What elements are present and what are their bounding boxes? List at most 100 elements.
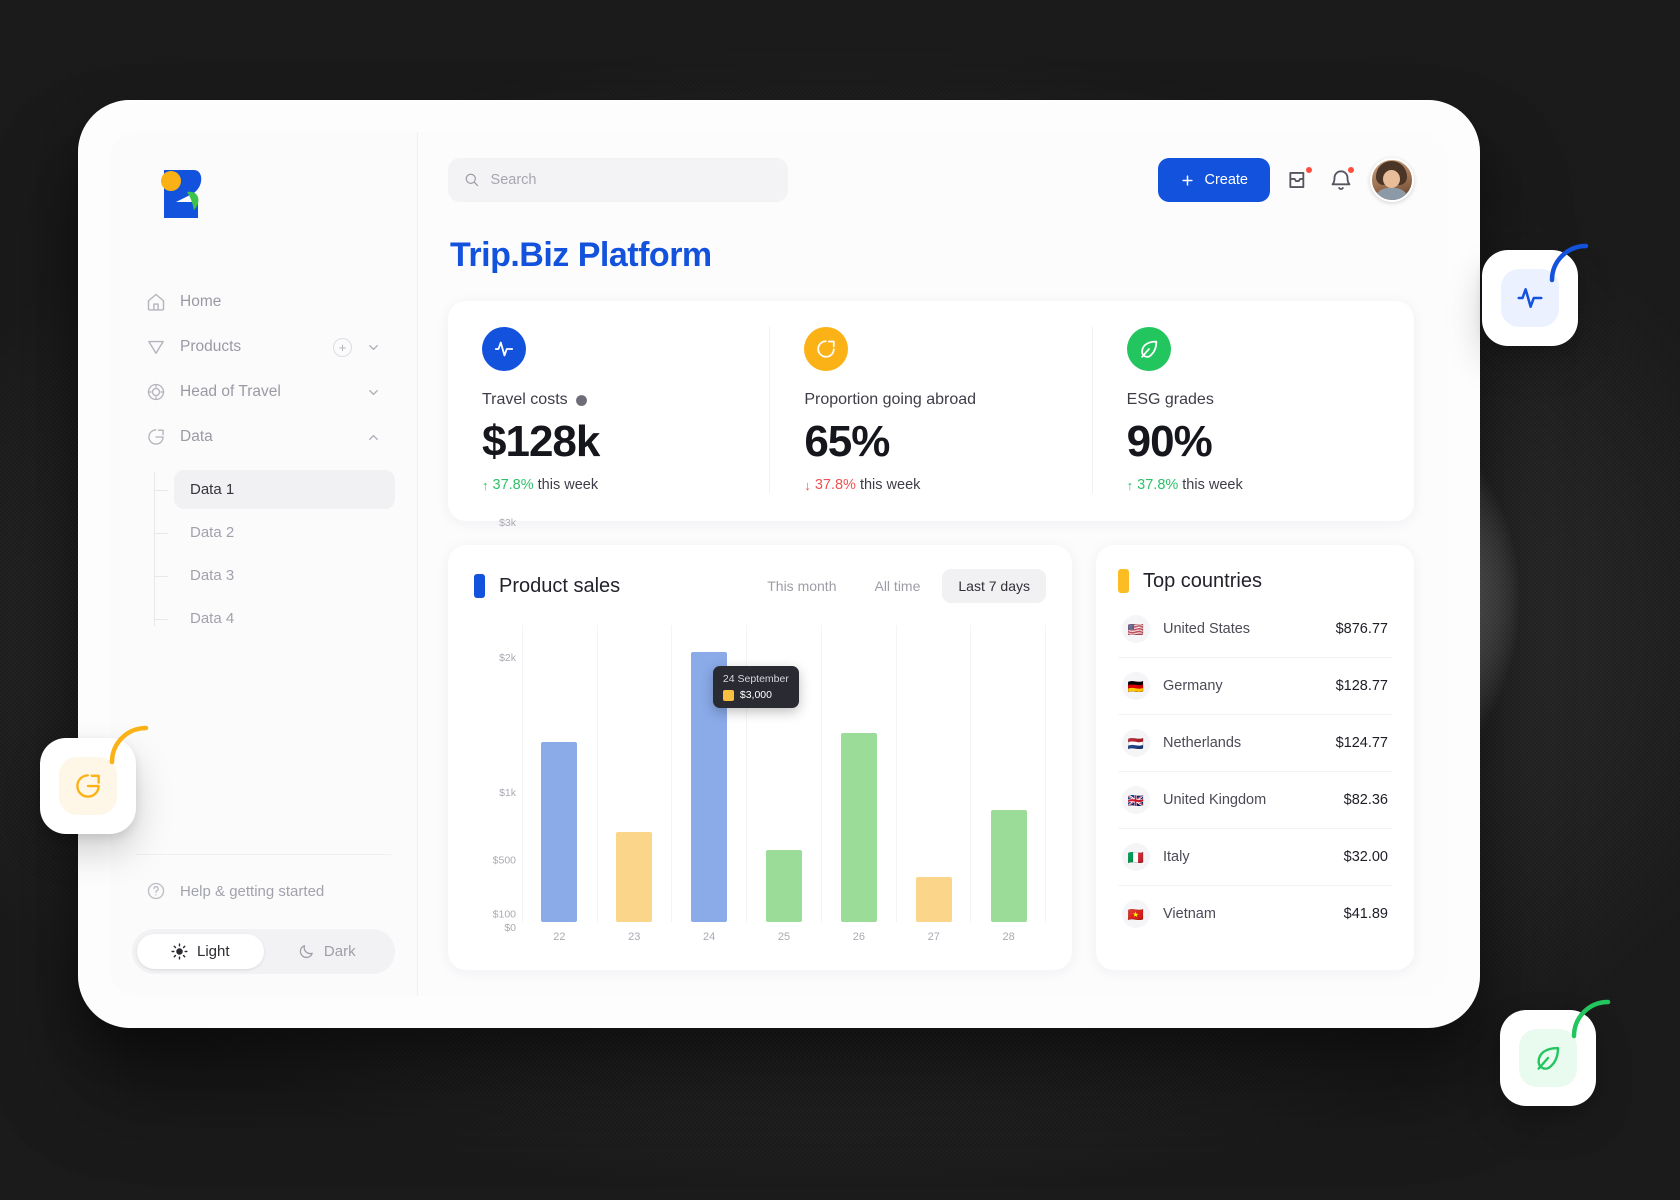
chart-bar[interactable] [616, 832, 653, 922]
country-name: United States [1163, 621, 1251, 637]
arrow-up-icon: ↑ [482, 477, 489, 493]
main-content: Create Trip.Biz Platform [418, 132, 1448, 996]
range-tabs: This month All time Last 7 days [751, 569, 1046, 603]
chart-x-axis: 22 23 24 25 26 27 28 [522, 922, 1046, 952]
country-flag-icon: 🇺🇸 [1122, 615, 1150, 643]
chart-bar[interactable] [915, 877, 952, 922]
top-countries-card: Top countries 🇺🇸 United States $876.77 🇩🇪 Ge… [1096, 545, 1414, 970]
kpi-value: 90% [1126, 417, 1213, 466]
moon-icon [298, 943, 315, 960]
floating-badge-leaf[interactable] [1500, 999, 1611, 1106]
y-axis-tick: $500 [492, 854, 516, 867]
tab-all-time[interactable]: All time [874, 578, 921, 594]
avatar-body [1374, 188, 1409, 200]
kpi-label: Travel costs [482, 391, 735, 409]
page-title-part1: Trip [450, 236, 511, 274]
chart-bar[interactable] [840, 733, 877, 922]
pie-chart-icon [146, 427, 166, 447]
add-product-button[interactable]: + [333, 337, 352, 357]
sidebar-item-data[interactable]: Data [132, 417, 395, 457]
search-icon [464, 172, 480, 189]
tag-icon [146, 337, 166, 357]
kpi-esg-grades: ESG grades 90% ↑ 37.8% this week [1093, 327, 1414, 493]
search-box[interactable] [448, 158, 788, 202]
top-countries-title: Top countries [1143, 569, 1262, 592]
gridline [970, 625, 1047, 922]
x-axis-tick: 28 [1002, 931, 1015, 943]
create-button[interactable]: Create [1158, 158, 1270, 202]
y-axis-tick: $1k [499, 787, 516, 799]
pulse-icon [1501, 269, 1559, 327]
sidebar-subitem-data-1[interactable]: Data 1 [154, 470, 395, 509]
sidebar-item-label: Head of Travel [180, 383, 281, 400]
theme-light-label: Light [196, 943, 230, 960]
kpi-label: ESG grades [1127, 391, 1380, 409]
chart-bar[interactable] [990, 809, 1027, 922]
search-input[interactable] [490, 172, 772, 188]
kpi-label: Proportion going abroad [804, 391, 1057, 409]
sidebar-subitem-data-3[interactable]: Data 3 [154, 556, 395, 595]
bar-slot[interactable] [971, 625, 1046, 922]
bar-slot[interactable] [896, 625, 971, 922]
chevron-down-icon[interactable] [366, 340, 381, 355]
chart-bars [522, 625, 1046, 922]
inbox-badge-icon[interactable] [1286, 166, 1313, 193]
floating-badge-pie[interactable] [40, 725, 149, 834]
page-title-dot: . [510, 236, 520, 274]
tripbiz-logo[interactable] [154, 166, 206, 222]
bar-slot[interactable] [821, 625, 896, 922]
kpi-proportion-going-abroad: Proportion going abroad 65% ↓ 37.8% this… [770, 327, 1093, 493]
chevron-up-icon[interactable] [366, 430, 381, 445]
product-sales-card: Product sales This month All time Last 7… [448, 517, 1072, 970]
kpi-delta-pct: 37.8% [492, 477, 534, 493]
x-axis-tick: 26 [852, 931, 865, 943]
kpi-value: 65% [804, 417, 890, 466]
top-countries-list: 🇺🇸 United States $876.77 🇩🇪 Germany $128.77 🇳🇱… [1118, 601, 1392, 942]
floating-badge-pulse[interactable] [1482, 243, 1589, 346]
kpi-delta: ↑ 37.8% this week [1127, 477, 1380, 493]
info-icon[interactable] [575, 394, 588, 407]
bar-slot[interactable] [747, 625, 822, 922]
bar-slot[interactable] [597, 625, 672, 922]
country-row[interactable]: 🇺🇸 United States $876.77 [1118, 601, 1392, 658]
x-axis-tick: 27 [927, 931, 940, 943]
country-flag-icon: 🇻🇳 [1122, 900, 1150, 928]
chart-bar[interactable] [766, 850, 802, 922]
country-name: Vietnam [1163, 906, 1216, 922]
sidebar: Home Products + Head of Tra [110, 132, 418, 996]
chart-plot-area: 22 23 24 25 26 27 28 24 September $3,000 [522, 625, 1047, 952]
x-axis-tick: 23 [628, 931, 641, 943]
theme-toggle[interactable]: Light Dark [132, 929, 395, 974]
tab-last-7-days[interactable]: Last 7 days [942, 569, 1046, 603]
country-value: $41.89 [1343, 906, 1388, 922]
pie-chart-icon [804, 327, 849, 371]
country-row[interactable]: 🇩🇪 Germany $128.77 [1118, 658, 1392, 715]
country-row[interactable]: 🇮🇹 Italy $32.00 [1118, 829, 1392, 886]
sidebar-subitem-data-2[interactable]: Data 2 [154, 513, 395, 552]
bar-slot[interactable] [522, 625, 597, 922]
sidebar-divider [136, 854, 391, 855]
chart-bar[interactable] [541, 742, 578, 922]
sidebar-item-products[interactable]: Products + [132, 327, 395, 367]
tab-this-month[interactable]: This month [767, 578, 837, 594]
help-getting-started-link[interactable]: Help & getting started [132, 873, 395, 909]
sidebar-item-head-of-travel[interactable]: Head of Travel [132, 372, 395, 412]
country-row[interactable]: 🇻🇳 Vietnam $41.89 [1118, 886, 1392, 942]
sidebar-item-home[interactable]: Home [132, 282, 395, 322]
question-circle-icon [146, 881, 166, 901]
country-row[interactable]: 🇬🇧 United Kingdom $82.36 [1118, 772, 1392, 829]
country-value: $128.77 [1335, 678, 1388, 694]
bell-badge-icon[interactable] [1328, 166, 1355, 193]
gridline [671, 625, 746, 922]
country-value: $32.00 [1343, 849, 1388, 865]
gridline [522, 625, 597, 922]
decorative-arc [1571, 999, 1611, 1039]
theme-option-light[interactable]: Light [137, 934, 264, 969]
country-flag-icon: 🇬🇧 [1122, 786, 1150, 814]
country-row[interactable]: 🇳🇱 Netherlands $124.77 [1118, 715, 1392, 772]
chevron-down-icon[interactable] [366, 385, 381, 400]
help-label: Help & getting started [180, 882, 325, 900]
theme-option-dark[interactable]: Dark [264, 934, 391, 969]
sidebar-subitem-data-4[interactable]: Data 4 [154, 599, 395, 638]
user-avatar[interactable] [1370, 158, 1414, 202]
